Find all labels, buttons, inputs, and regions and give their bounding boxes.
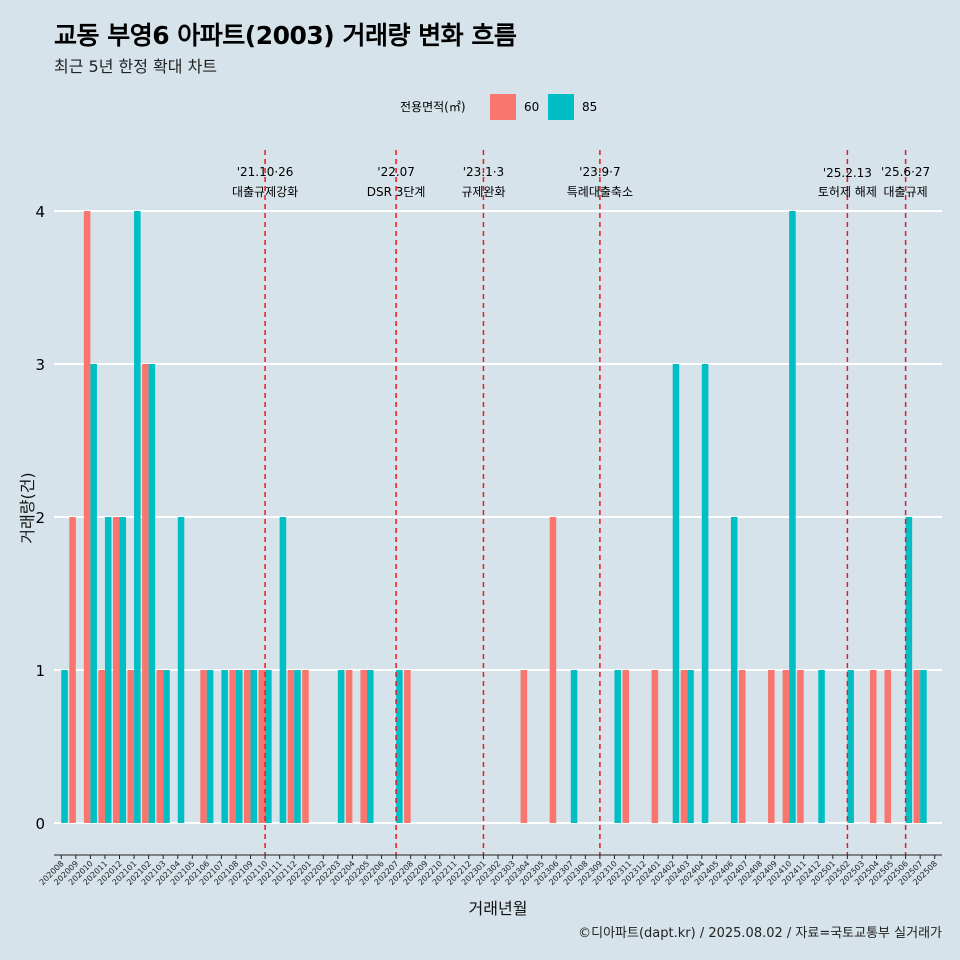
bar-85-202107 — [221, 670, 228, 823]
legend-label-60: 60 — [524, 100, 539, 114]
y-tick-label: 0 — [35, 815, 45, 833]
bar-85-202307 — [570, 670, 578, 823]
y-axis-title: 거래량(건) — [18, 472, 37, 543]
bar-85-202502 — [847, 670, 854, 823]
bar-60-202102 — [142, 364, 149, 823]
legend-swatch-60 — [490, 94, 516, 120]
bar-60-202409 — [768, 670, 775, 823]
bar-85-202412 — [818, 670, 825, 823]
bar-60-202010 — [83, 211, 91, 823]
bar-60-202311 — [622, 670, 630, 823]
bar-85-202010 — [90, 364, 97, 823]
event-label: 규제완화 — [461, 185, 505, 199]
event-lines: '21.10·26 대출규제강화 '22.07 DSR 3단계 '23.1·3 규제완화 '… — [232, 150, 930, 855]
bar-60-202204 — [345, 670, 353, 823]
y-tick-label: 3 — [35, 356, 45, 374]
bar-85-202012 — [119, 517, 127, 823]
bar-85-202110 — [265, 670, 272, 823]
bar-85-202207 — [396, 670, 403, 823]
bar-85-202011 — [104, 517, 112, 823]
bar-60-202101 — [127, 670, 135, 823]
bar-85-202203 — [337, 670, 345, 823]
bar-85-202111 — [279, 517, 287, 823]
bar-60-202403 — [680, 670, 688, 823]
y-axis: 0 1 2 3 4 — [35, 203, 45, 833]
bar-85-202103 — [163, 670, 170, 823]
bar-85-202106 — [206, 670, 214, 823]
x-axis: 2020082020092020102020112020122021012021… — [38, 854, 942, 887]
bar-85-202101 — [134, 211, 141, 823]
bars — [61, 211, 927, 823]
bar-60-202106 — [200, 670, 207, 823]
bar-60-202012 — [112, 517, 120, 823]
bar-85-202406 — [730, 517, 738, 823]
event-label: DSR 3단계 — [367, 185, 426, 199]
bar-85-202112 — [294, 670, 301, 823]
bar-60-202410 — [782, 670, 790, 823]
legend-title: 전용면적(㎡) — [400, 100, 466, 114]
event-date-label: '25.6·27 — [881, 165, 930, 179]
event-date-label: '23.9·7 — [579, 165, 620, 179]
legend-label-85: 85 — [582, 100, 597, 114]
event-date-label: '21.10·26 — [237, 165, 294, 179]
event-date-label: '22.07 — [377, 165, 415, 179]
bar-60-202304 — [520, 670, 528, 823]
bar-60-202306 — [549, 517, 557, 823]
bar-60-202109 — [243, 670, 251, 823]
bar-60-202411 — [797, 670, 804, 823]
bar-60-202401 — [651, 670, 659, 823]
bar-60-202110 — [258, 670, 266, 823]
event-label: 토허제 해제 — [818, 185, 877, 199]
event-label: 특례대출축소 — [567, 185, 633, 199]
bar-85-202402 — [672, 364, 680, 823]
legend: 전용면적(㎡) 60 85 — [400, 94, 597, 120]
bar-60-202505 — [884, 670, 892, 823]
bar-85-202104 — [177, 517, 185, 823]
bar-60-202504 — [869, 670, 877, 823]
bar-60-202201 — [302, 670, 309, 823]
bar-85-202008 — [61, 670, 68, 823]
bar-85-202102 — [148, 364, 156, 823]
bar-60-202103 — [156, 670, 164, 823]
bar-85-202404 — [701, 364, 709, 823]
bar-85-202310 — [614, 670, 622, 823]
bar-60-202208 — [404, 670, 411, 823]
bar-60-202009 — [69, 517, 76, 823]
bar-60-202205 — [360, 670, 367, 823]
x-axis-title: 거래년월 — [469, 899, 528, 918]
grid-lines — [54, 210, 942, 824]
chart-title: 교동 부영6 아파트(2003) 거래량 변화 흐름 — [54, 21, 517, 50]
bar-60-202011 — [98, 670, 105, 823]
bar-60-202507 — [913, 670, 921, 823]
event-label: 대출규제강화 — [232, 185, 298, 199]
event-label: 대출규제 — [884, 185, 928, 199]
bar-60-202108 — [229, 670, 236, 823]
bar-85-202403 — [687, 670, 694, 823]
bar-85-202205 — [366, 670, 374, 823]
event-date-label: '25.2.13 — [823, 166, 872, 180]
bar-60-202112 — [287, 670, 295, 823]
chart-subtitle: 최근 5년 한정 확대 차트 — [54, 57, 218, 76]
bar-85-202410 — [789, 211, 796, 823]
y-tick-label: 1 — [35, 662, 45, 680]
bar-85-202109 — [250, 670, 258, 823]
y-tick-label: 4 — [35, 203, 45, 221]
y-tick-label: 2 — [35, 509, 45, 527]
bar-85-202506 — [905, 517, 913, 823]
event-date-label: '23.1·3 — [463, 165, 504, 179]
source-caption: ©디아파트(dapt.kr) / 2025.08.02 / 자료=국토교통부 실… — [578, 926, 942, 941]
bar-85-202507 — [920, 670, 927, 823]
bar-60-202407 — [738, 670, 746, 823]
legend-swatch-85 — [548, 94, 574, 120]
bar-85-202108 — [235, 670, 243, 823]
